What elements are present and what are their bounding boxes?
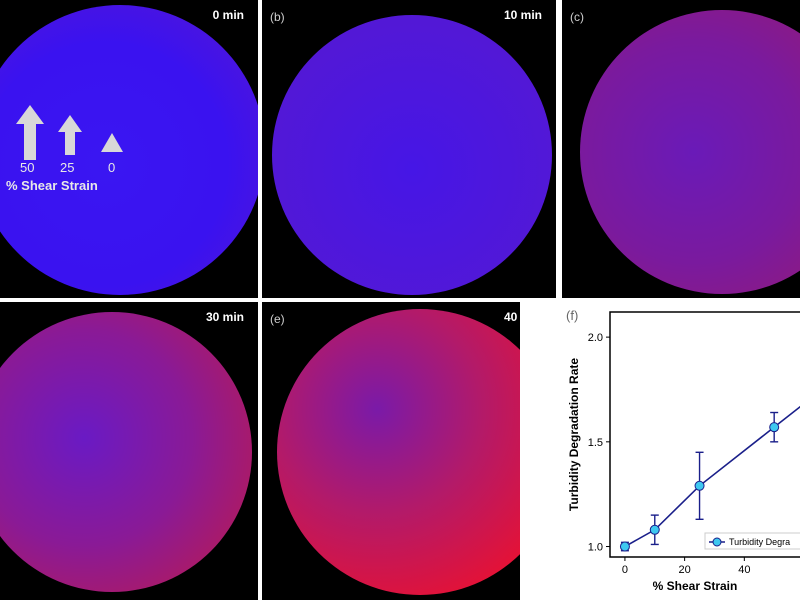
well-image-c (580, 10, 800, 294)
arrow-50-icon (16, 105, 44, 160)
y-tick-label: 1.5 (588, 437, 603, 449)
x-ticks: 0 20 40 (622, 557, 750, 576)
strain-arrows (16, 105, 123, 160)
y-axis-label: Turbidity Degradation Rate (567, 358, 581, 511)
panel-b: (b) 10 min (262, 0, 556, 298)
panel-e: (e) 40 min (262, 302, 556, 600)
axes-frame (609, 311, 800, 558)
y-ticks: 1.0 1.5 2.0 (588, 332, 610, 554)
panel-d: 30 min (0, 302, 258, 600)
x-tick-label: 20 (679, 564, 691, 576)
panel-f-chart: (f) 1.0 1.5 2.0 0 20 40 Turbidity Degradatio… (520, 302, 800, 600)
arrow-label-25: 25 (60, 160, 75, 175)
panel-c: (c) (562, 0, 800, 298)
well-image-b (272, 15, 552, 295)
panel-b-time: 10 min (503, 8, 542, 22)
panel-c-label: (c) (570, 10, 584, 24)
x-tick-label: 40 (738, 564, 750, 576)
arrow-label-50: 50 (20, 160, 35, 175)
x-tick-label: 0 (622, 564, 628, 576)
legend-label: Turbidity Degra (729, 537, 790, 547)
panel-d-time: 30 min (205, 310, 244, 324)
arrow-25-icon (58, 115, 82, 155)
well-image-e (277, 309, 556, 595)
arrow-label-0: 0 (108, 160, 116, 175)
well-image-d (0, 312, 252, 592)
strain-legend-label: % Shear Strain (6, 178, 98, 193)
series-turbidity (619, 405, 800, 552)
panel-f-label: (f) (566, 308, 578, 323)
x-axis-label: % Shear Strain (653, 579, 738, 593)
chart-legend: Turbidity Degra (704, 532, 800, 550)
turbidity-chart: (f) 1.0 1.5 2.0 0 20 40 Turbidity Degradatio… (566, 308, 800, 593)
panel-a-time: 0 min (212, 8, 244, 22)
data-point (649, 524, 660, 535)
panel-a: 0 min 50 25 0 % Shear Strain (0, 0, 258, 298)
well-image-a (0, 5, 258, 295)
y-tick-label: 1.0 (588, 542, 603, 554)
legend-box (704, 532, 800, 550)
panel-e-label: (e) (270, 312, 285, 326)
arrow-0-icon (101, 133, 123, 152)
data-point (694, 480, 705, 491)
legend-marker-icon (712, 537, 722, 547)
data-point (769, 422, 780, 433)
y-tick-label: 2.0 (588, 332, 603, 344)
panel-b-label: (b) (270, 10, 285, 24)
data-point (619, 541, 630, 552)
